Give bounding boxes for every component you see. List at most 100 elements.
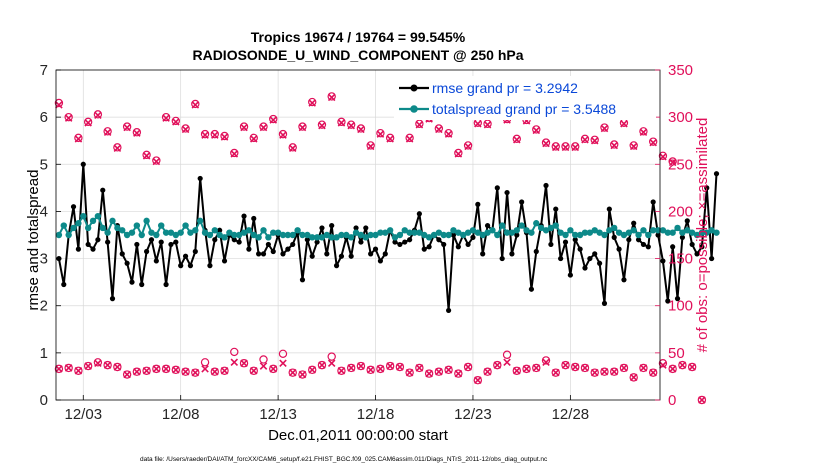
- totalspread-point: [128, 229, 136, 236]
- rmse-point: [260, 251, 267, 257]
- rmse-point: [95, 237, 101, 243]
- totalspread-point: [421, 231, 428, 239]
- obs-possible-marker: [249, 133, 258, 143]
- x-tick-label: 12/18: [357, 406, 395, 423]
- obs-possible-marker: [395, 362, 405, 372]
- obs-possible-marker: [629, 373, 638, 382]
- rmse-point: [182, 253, 189, 259]
- obs-assimilated-marker: [172, 118, 180, 126]
- obs-assimilated-marker: [269, 365, 278, 373]
- totalspread-point: [606, 227, 613, 234]
- obs-possible-marker: [210, 367, 219, 376]
- obs-assimilated-marker: [513, 136, 521, 144]
- obs-assimilated-marker: [513, 367, 521, 375]
- totalspread-point: [708, 227, 715, 234]
- totalspread-point: [401, 227, 408, 234]
- obs-possible-marker: [512, 366, 521, 375]
- totalspread-point: [201, 229, 209, 236]
- rmse-point: [548, 241, 554, 248]
- obs-assimilated-marker: [435, 367, 443, 376]
- obs-possible-marker: [385, 133, 395, 143]
- totalspread-point: [562, 231, 569, 239]
- obs-assimilated-marker: [142, 152, 151, 160]
- rmse-point: [475, 201, 481, 207]
- totalspread-point: [693, 231, 701, 239]
- obs-assimilated-marker: [191, 101, 200, 109]
- totalspread-point: [372, 231, 379, 239]
- totalspread-point: [508, 229, 516, 236]
- obs-assimilated-marker: [230, 150, 239, 158]
- totalspread-point: [279, 231, 287, 239]
- obs-possible-marker: [424, 369, 434, 378]
- obs-possible-marker: [580, 134, 590, 144]
- totalspread-point: [669, 229, 676, 236]
- obs-possible-marker: [74, 366, 83, 375]
- totalspread-point: [464, 229, 472, 236]
- legend-spread-label: totalspread grand pr = 3.5488: [432, 101, 616, 117]
- obs-possible-marker: [269, 364, 278, 374]
- right-tick-label: 200: [668, 203, 693, 220]
- rmse-point: [616, 246, 622, 252]
- obs-assimilated-marker: [240, 123, 248, 132]
- obs-assimilated-marker: [668, 365, 677, 373]
- obs-possible-marker: [200, 129, 210, 139]
- totalspread-point: [167, 229, 175, 236]
- obs-assimilated-marker: [474, 119, 482, 128]
- obs-possible-marker: [230, 347, 239, 357]
- obs-possible-marker: [308, 365, 317, 375]
- obs-possible-marker: [629, 141, 638, 150]
- rmse-point: [650, 199, 656, 205]
- rmse-point: [402, 239, 408, 245]
- obs-assimilated-marker: [308, 99, 316, 107]
- totalspread-point: [143, 217, 150, 225]
- rmse-point: [221, 258, 228, 264]
- totalspread-point: [84, 224, 92, 232]
- rmse-point: [416, 211, 422, 217]
- totalspread-point: [172, 231, 180, 239]
- totalspread-point: [425, 234, 433, 241]
- obs-assimilated-marker: [318, 121, 326, 130]
- obs-assimilated-marker: [376, 365, 385, 373]
- rmse-point: [494, 185, 500, 191]
- left-tick-label: 1: [40, 345, 48, 362]
- obs-possible-marker: [697, 395, 707, 405]
- obs-possible-marker: [590, 368, 599, 377]
- rmse-point: [256, 251, 262, 257]
- obs-possible-marker: [541, 138, 551, 147]
- rmse-point: [129, 279, 135, 285]
- rmse-point: [70, 204, 77, 210]
- rmse-point: [319, 225, 325, 231]
- legend-spread-marker: [410, 105, 418, 113]
- rmse-point: [329, 222, 335, 229]
- obs-assimilated-marker: [620, 119, 628, 128]
- obs-possible-marker: [181, 124, 190, 133]
- rmse-point: [61, 281, 67, 288]
- obs-possible-marker: [288, 368, 297, 377]
- obs-assimilated-marker: [483, 120, 492, 129]
- obs-assimilated-marker: [337, 367, 346, 375]
- rmse-point: [212, 237, 218, 243]
- obs-assimilated-marker: [678, 361, 687, 369]
- obs-possible-marker: [532, 363, 541, 373]
- totalspread-point: [645, 231, 652, 239]
- totalspread-point: [703, 229, 710, 236]
- rmse-point: [533, 248, 539, 255]
- totalspread-point: [55, 231, 63, 239]
- obs-assimilated-marker: [581, 136, 589, 144]
- x-tick-label: 12/08: [162, 406, 200, 423]
- rmse-point: [713, 171, 720, 177]
- totalspread-point: [94, 212, 102, 220]
- obs-possible-marker: [658, 151, 668, 160]
- obs-assimilated-marker: [113, 363, 122, 371]
- right-tick-label: 0: [668, 392, 676, 409]
- totalspread-point: [698, 229, 706, 236]
- obs-possible-marker: [317, 120, 327, 129]
- obs-assimilated-marker: [610, 367, 618, 376]
- obs-possible-marker: [171, 116, 181, 126]
- right-tick-label: 150: [668, 251, 693, 268]
- rmse-point: [309, 253, 315, 259]
- obs-assimilated-marker: [610, 141, 618, 150]
- rmse-point: [314, 239, 320, 245]
- obs-possible-marker: [142, 366, 151, 375]
- rmse-point: [397, 241, 403, 248]
